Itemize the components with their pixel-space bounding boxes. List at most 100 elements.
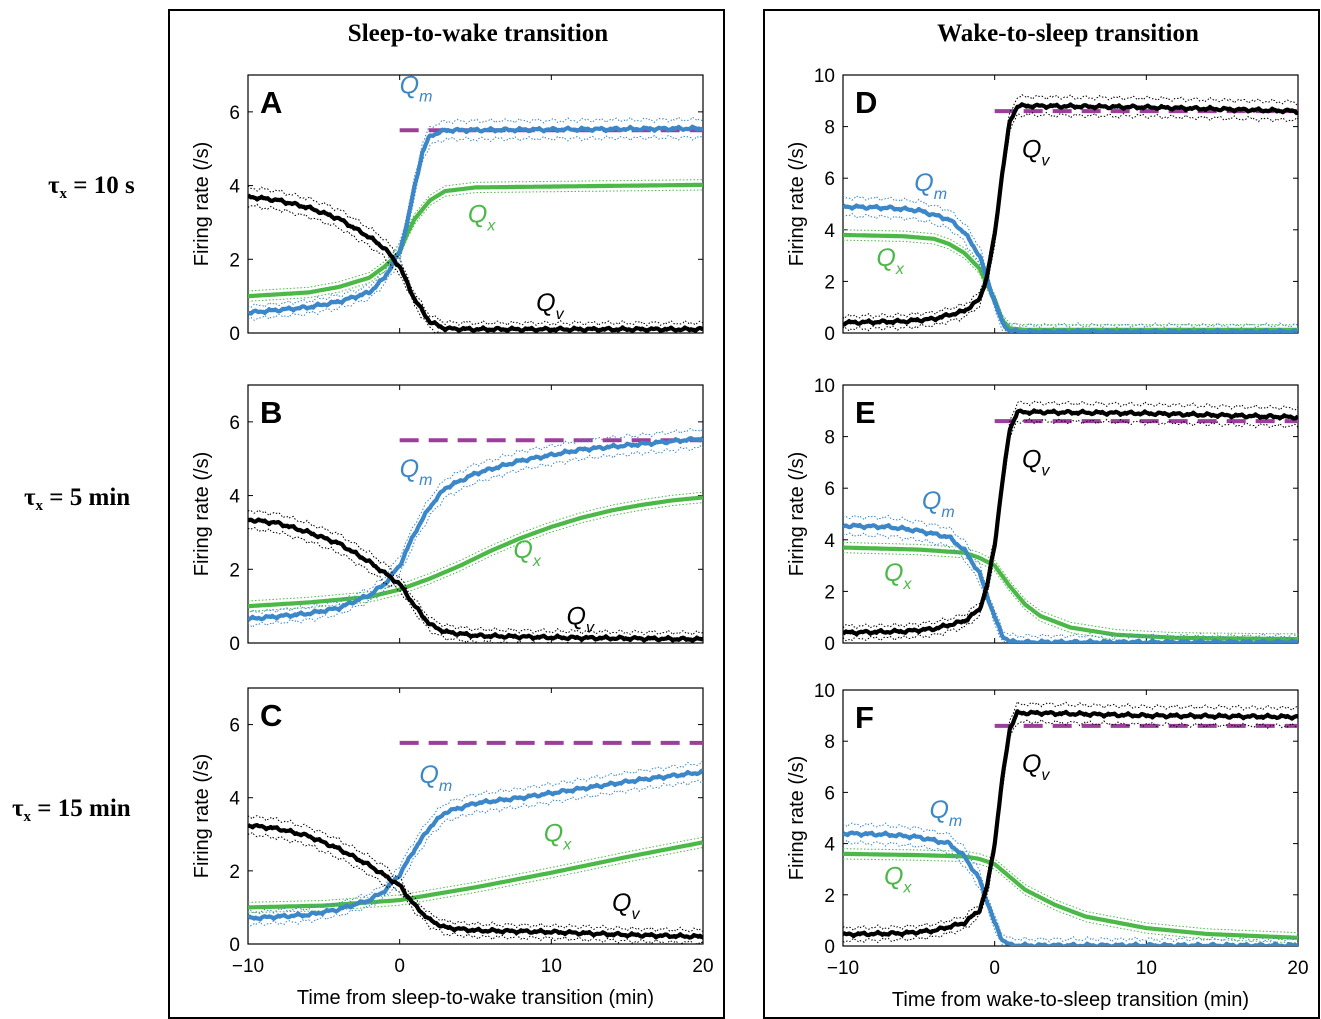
axes-box xyxy=(247,384,704,644)
y-axis-label: Firing rate (/s) xyxy=(191,754,213,878)
y-axis-label: Firing rate (/s) xyxy=(786,452,808,576)
series-Qv-upper-band xyxy=(248,509,703,636)
series-label-Qv: Qv xyxy=(612,889,640,923)
series-Qv-lower-band xyxy=(843,111,1298,332)
panel-letter: A xyxy=(260,85,282,120)
series-Qm-line xyxy=(248,124,703,316)
series-Qv-line xyxy=(248,517,703,643)
y-tick-label: 4 xyxy=(824,531,835,552)
y-axis-label: Firing rate (/s) xyxy=(191,142,213,266)
x-axis-label: Time from wake-to-sleep transition (min) xyxy=(892,989,1249,1011)
axes-box xyxy=(842,74,1299,334)
x-tick-label: 0 xyxy=(394,956,405,977)
series-Qx-lower-band xyxy=(248,847,703,913)
series-Qm-lower-band xyxy=(843,531,1006,643)
panel-B: 0 2 4 6 Firing rate (/s) B Qm Qx Qv xyxy=(191,384,704,655)
series-Qx-upper-band xyxy=(248,179,703,292)
y-axis-label: Firing rate (/s) xyxy=(786,756,808,880)
y-tick-label: 0 xyxy=(229,935,240,956)
series-Qv-line xyxy=(843,408,1298,637)
series-Qm-upper-band xyxy=(248,760,703,915)
y-tick-label: 2 xyxy=(824,582,835,603)
series-Qv-line xyxy=(843,709,1298,939)
series-Qx-upper-band xyxy=(248,836,703,903)
series-Qx-lower-band xyxy=(248,189,703,302)
series-Qm-line xyxy=(248,768,703,922)
series-Qm-lower-band xyxy=(843,839,1005,946)
y-tick-label: 6 xyxy=(824,479,835,500)
series-Qx-line xyxy=(248,840,703,910)
series-Qm-lower-band xyxy=(248,134,703,321)
series-label-Qm: Qm xyxy=(914,169,947,203)
series-Qx-lower-band xyxy=(248,502,703,612)
series-Qv-lower-band xyxy=(248,526,693,643)
x-tick-label: 10 xyxy=(541,956,562,977)
y-tick-label: 6 xyxy=(824,169,835,190)
series-label-Qm: Qm xyxy=(929,796,962,830)
series-Qv-upper-band xyxy=(843,93,1298,320)
panel-D: 0 2 4 6 8 10 Firing rate (/s) D Qm Qx Qv xyxy=(786,66,1299,345)
series-label-Qv: Qv xyxy=(1022,136,1050,170)
y-tick-label: 4 xyxy=(824,835,835,856)
panel-letter: F xyxy=(855,700,874,735)
y-tick-label: 10 xyxy=(814,376,835,397)
series-label-Qv: Qv xyxy=(567,603,595,637)
series-Qx-upper-band xyxy=(248,491,703,602)
y-tick-label: 2 xyxy=(229,862,240,883)
series-Qm-line xyxy=(248,436,703,622)
y-tick-label: 0 xyxy=(229,634,240,655)
y-tick-label: 6 xyxy=(229,103,240,124)
axes-box xyxy=(842,384,1299,644)
series-label-Qx: Qx xyxy=(544,820,572,854)
series-Qv-upper-band xyxy=(843,700,1298,932)
y-tick-label: 2 xyxy=(824,272,835,293)
y-tick-label: 2 xyxy=(824,886,835,907)
panel-letter: E xyxy=(855,395,876,430)
y-tick-label: 0 xyxy=(824,634,835,655)
y-tick-label: 0 xyxy=(229,324,240,345)
y-tick-label: 2 xyxy=(229,560,240,581)
x-tick-label: −10 xyxy=(827,958,859,979)
y-tick-label: 6 xyxy=(824,783,835,804)
series-Qv-line xyxy=(248,823,703,940)
panel-E: 0 2 4 6 8 10 Firing rate (/s) E Qm Qx Qv xyxy=(786,376,1299,655)
series-Qx-lower-band xyxy=(843,858,1298,944)
series-Qx-line xyxy=(843,545,1298,642)
series-Qm-upper-band xyxy=(843,195,1298,329)
series-Qv-lower-band xyxy=(843,417,1298,642)
series-label-Qv: Qv xyxy=(1022,446,1050,480)
series-Qm-line xyxy=(843,203,1298,333)
series-Qm-upper-band xyxy=(843,514,1298,640)
y-tick-label: 0 xyxy=(824,324,835,345)
series-label-Qx: Qx xyxy=(468,200,496,234)
axes-box xyxy=(247,74,704,334)
series-Qv-line xyxy=(843,102,1298,327)
x-tick-label: 0 xyxy=(989,958,1000,979)
series-Qv-upper-band xyxy=(248,185,703,327)
series-label-Qv: Qv xyxy=(1022,750,1050,784)
row-label-tau-10s: τx = 10 s xyxy=(48,172,135,202)
panel-A: 0 2 4 6 Firing rate (/s) A Qm Qx Qv xyxy=(191,71,704,345)
y-tick-label: 4 xyxy=(824,221,835,242)
series-Qx-line xyxy=(843,851,1298,940)
x-tick-label: 20 xyxy=(692,956,713,977)
wake-to-sleep-title: Wake-to-sleep transition xyxy=(937,20,1199,47)
y-tick-label: 4 xyxy=(229,789,240,810)
panel-letter: B xyxy=(260,395,282,430)
panel-letter: C xyxy=(260,698,282,733)
series-label-Qm: Qm xyxy=(400,455,433,489)
series-label-Qm: Qm xyxy=(419,761,452,795)
series-Qm-line xyxy=(843,522,1298,643)
sleep-to-wake-title: Sleep-to-wake transition xyxy=(347,20,609,47)
series-label-Qv: Qv xyxy=(536,289,564,323)
series-Qx-line xyxy=(248,495,703,609)
series-label-Qm: Qm xyxy=(400,71,433,105)
series-Qv-lower-band xyxy=(843,718,1298,944)
series-label-Qx: Qx xyxy=(513,536,541,570)
row-label-tau-15min: τx = 15 min xyxy=(12,795,131,825)
row-label-tau-5min: τx = 5 min xyxy=(24,484,131,514)
series-Qv-lower-band xyxy=(248,831,703,944)
